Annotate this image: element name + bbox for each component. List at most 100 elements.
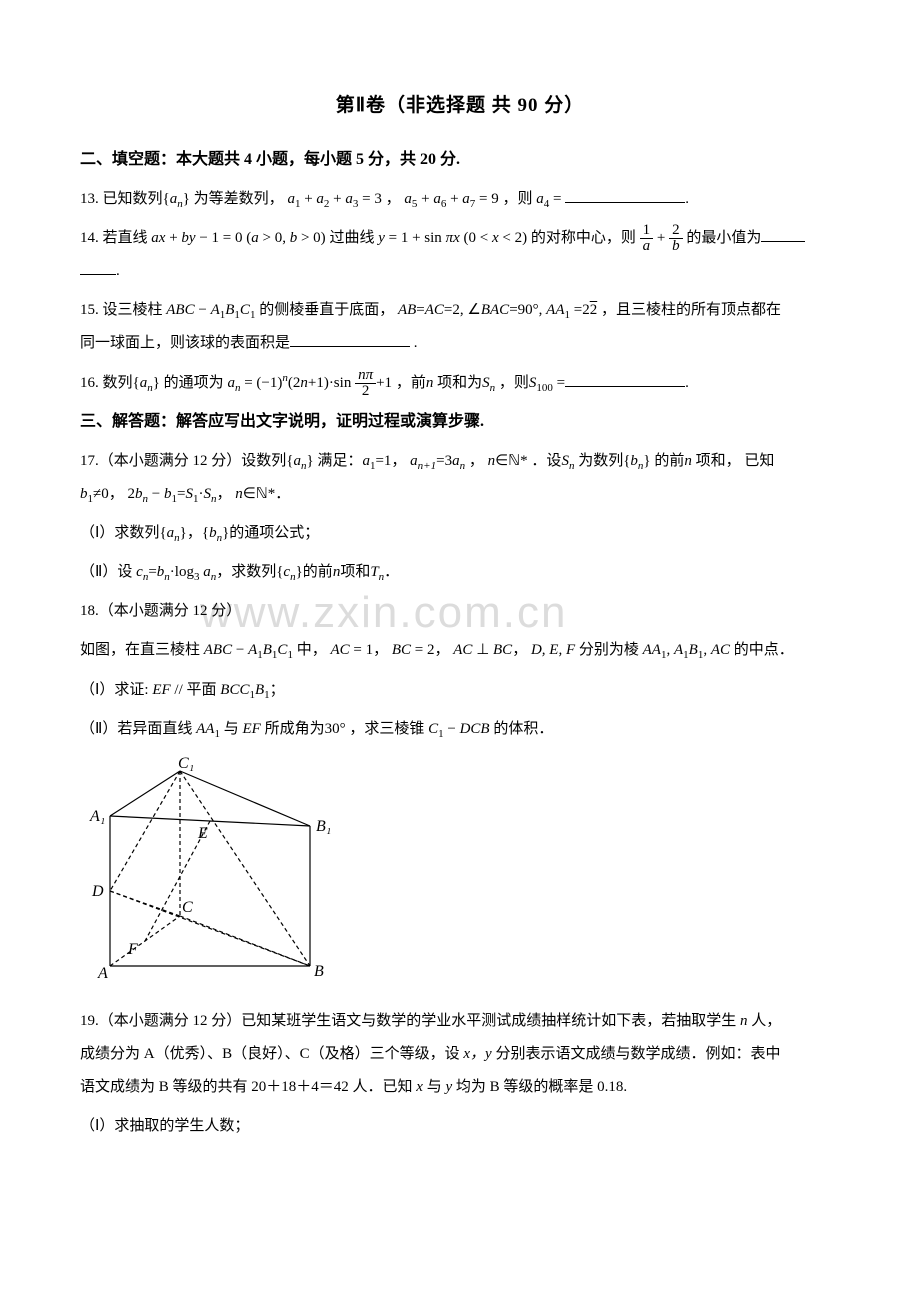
q19-y: y xyxy=(445,1079,452,1095)
q18-pyr: C1 − DCB xyxy=(428,721,489,737)
q17-p1d: ． xyxy=(275,486,290,502)
q16-S100: S100 xyxy=(529,375,553,391)
q16-blank[interactable] xyxy=(565,372,685,387)
q14-period: . xyxy=(116,263,120,279)
q17-prefix: 17.（本小题满分 12 分）设数列 xyxy=(80,453,286,469)
label-A1: A₁ xyxy=(89,808,105,825)
q18-and: 与 xyxy=(224,721,239,737)
q13-expr1: a1 + a2 + a3 = 3 xyxy=(287,191,381,207)
q15-line2: 同一球面上，则该球的表面积是 xyxy=(80,335,290,351)
q14-blank1[interactable] xyxy=(761,227,805,242)
q17-nn: n∈ℕ* xyxy=(488,453,528,469)
q16-seq: {an} xyxy=(133,375,160,391)
q18-part1: （Ⅰ）求证: EF // 平面 BCC1B1； xyxy=(80,674,840,707)
q17-nn2: n∈ℕ* xyxy=(235,486,275,502)
q18-aa1: AA1 xyxy=(196,721,220,737)
problem-15: 15. 设三棱柱 ABC − A1B1C1 的侧棱垂直于底面， AB=AC=2,… xyxy=(80,294,840,360)
label-D: D xyxy=(91,883,104,900)
q14-line: ax + by − 1 = 0 (a > 0, b > 0) xyxy=(151,230,325,246)
q19-x: x xyxy=(416,1079,423,1095)
q18-diagram: C₁ A₁ E B₁ D C F A B xyxy=(80,756,840,991)
q15-mid1: 的侧棱垂直于底面， xyxy=(259,302,394,318)
q14-frac1: 1a xyxy=(640,223,654,254)
q16-mid1: 的通项为 xyxy=(164,375,224,391)
q16-mid4: ，则 xyxy=(499,375,529,391)
q17-p1a: {an} xyxy=(159,525,186,541)
q13-seq: {an} xyxy=(163,191,190,207)
q16-formula: an = (−1)n(2n+1)·sin xyxy=(227,375,351,391)
part3-heading: 三、解答题：解答应写出文字说明，证明过程或演算步骤. xyxy=(80,407,840,431)
q14-frac2: 2b xyxy=(669,223,683,254)
q17-seqa: {an} xyxy=(286,453,313,469)
problem-13: 13. 已知数列{an} 为等差数列， a1 + a2 + a3 = 3 ， a… xyxy=(80,183,840,216)
q14-mid3: 的最小值为 xyxy=(686,230,761,246)
q16-n: n xyxy=(426,375,434,391)
q19-line2: 成绩分为 A（优秀）、B（良好）、C（及格）三个等级，设 xyxy=(80,1046,460,1062)
q15-period: . xyxy=(414,335,418,351)
q14-mid1: 过曲线 xyxy=(329,230,374,246)
problem-18-line1: 如图，在直三棱柱 ABC − A1B1C1 中， AC = 1， BC = 2，… xyxy=(80,634,840,667)
q17-cn: cn=bn·log3 an xyxy=(136,564,216,580)
q19-line2b: 分别表示语文成绩与数学成绩．例如：表中 xyxy=(495,1046,780,1062)
problem-18-head: 18.（本小题满分 12 分） xyxy=(80,595,840,628)
q17-p1: （Ⅰ）求数列 xyxy=(80,525,159,541)
q14-curve: y = 1 + sin πx (0 < x < 2) xyxy=(378,230,527,246)
q13-period: . xyxy=(685,191,689,207)
q17-part2: （Ⅱ）设 cn=bn·log3 an，求数列{cn}的前n项和Tn． xyxy=(80,556,840,589)
q16-mid3: 项和为 xyxy=(437,375,482,391)
q18-p2mid: ，求三棱锥 xyxy=(349,721,424,737)
q18-bc: BC = 2 xyxy=(392,642,435,658)
q14-mid2: 的对称中心，则 xyxy=(531,230,636,246)
q18-c2: ， xyxy=(435,642,450,658)
q15-blank[interactable] xyxy=(290,332,410,347)
q15-prism: ABC − A1B1C1 xyxy=(166,302,255,318)
q19-line3: 语文成绩为 B 等级的共有 20＋18＋4＝42 人．已知 xyxy=(80,1079,413,1095)
q17-mid1: 满足： xyxy=(317,453,362,469)
q16-Sn: Sn xyxy=(482,375,495,391)
q18-p2end: 的体积． xyxy=(493,721,553,737)
q17-p2: （Ⅱ）设 xyxy=(80,564,132,580)
q13-expr2: a5 + a6 + a7 = 9 xyxy=(404,191,498,207)
q17-c1: ， xyxy=(391,453,406,469)
section-title: 第Ⅱ卷（非选择题 共 90 分） xyxy=(80,90,840,117)
label-E: E xyxy=(197,825,208,842)
q15-cond: AB=AC=2, ∠BAC=90°, AA1 =22 xyxy=(398,302,597,318)
q18-l1c: 分别为棱 xyxy=(579,642,639,658)
q18-c3: ， xyxy=(512,642,527,658)
q15-mid2: ，且三棱柱的所有顶点都在 xyxy=(601,302,781,318)
label-B1: B₁ xyxy=(316,818,331,835)
q17-mid3: 为数列 xyxy=(578,453,623,469)
q14-prefix: 14. 若直线 xyxy=(80,230,148,246)
q19-mid1: 人， xyxy=(751,1013,781,1029)
q17-rec: an+1=3an xyxy=(410,453,465,469)
q17-p1b: {bn} xyxy=(202,525,229,541)
q17-c2: ， xyxy=(465,453,484,469)
q14-blank2[interactable] xyxy=(80,260,116,275)
q18-c1: ， xyxy=(373,642,388,658)
q16-period: . xyxy=(685,375,689,391)
q17-seqb: {bn} xyxy=(623,453,650,469)
q17-c4: ， xyxy=(216,486,231,502)
q19-and: 与 xyxy=(427,1079,442,1095)
q14-plus: + xyxy=(657,230,665,246)
q17-p2mid3: 项和 xyxy=(340,564,370,580)
q17-Tn: Tn xyxy=(370,564,384,580)
part2-heading: 二、填空题：本大题共 4 小题，每小题 5 分，共 20 分. xyxy=(80,145,840,169)
label-C1: C₁ xyxy=(178,756,194,772)
q18-par: // xyxy=(174,682,186,698)
q17-mid4: 的前 xyxy=(654,453,684,469)
q17-p2end: ． xyxy=(384,564,399,580)
q18-ef2: EF xyxy=(242,721,260,737)
q15-prefix: 15. 设三棱柱 xyxy=(80,302,163,318)
q17-b1: b1≠0 xyxy=(80,486,109,502)
problem-16: 16. 数列{an} 的通项为 an = (−1)n(2n+1)·sin nπ2… xyxy=(80,366,840,400)
q17-p2mid: ，求数列 xyxy=(216,564,276,580)
q13-blank[interactable] xyxy=(565,188,685,203)
q17-part1: （Ⅰ）求数列{an}，{bn}的通项公式； xyxy=(80,517,840,550)
q18-perp: AC ⊥ BC xyxy=(453,642,512,658)
q18-l1d: 的中点． xyxy=(734,642,794,658)
q19-line3b: 均为 B 等级的概率是 0.18. xyxy=(456,1079,627,1095)
q18-p1: （Ⅰ）求证: xyxy=(80,682,149,698)
q16-frac: nπ2 xyxy=(355,368,376,399)
q18-part2: （Ⅱ）若异面直线 AA1 与 EF 所成角为30° ，求三棱锥 C1 − DCB… xyxy=(80,713,840,746)
